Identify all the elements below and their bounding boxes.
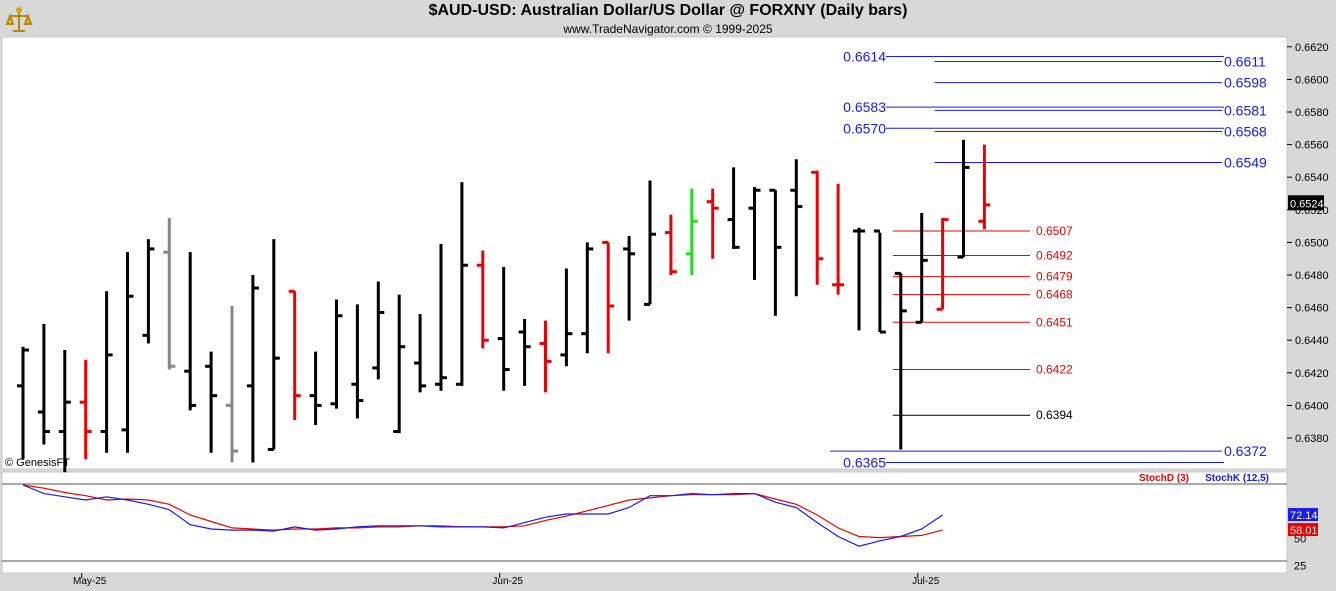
ohlc-bar [915, 213, 928, 324]
stochastic-panel [1, 471, 1288, 574]
ohlc-bar [393, 294, 406, 434]
ohlc-bar [978, 144, 991, 230]
ohlc-bar [581, 242, 594, 354]
stoch-tick-label: 50 [1294, 534, 1306, 546]
ohlc-bar [267, 239, 280, 451]
y-tick-label: 0.6580 [1295, 107, 1329, 119]
stochK-last-box [1288, 508, 1318, 522]
level-label: 0.6598 [1224, 75, 1267, 91]
chart-subtitle: www.TradeNavigator.com © 1999-2025 [563, 22, 773, 36]
chart-title: $AUD-USD: Australian Dollar/US Dollar @ … [428, 2, 908, 19]
ohlc-bar [205, 351, 218, 453]
level-label: 0.6614 [843, 49, 886, 65]
ohlc-bar [853, 227, 865, 331]
y-tick-label: 0.6440 [1295, 335, 1329, 347]
ohlc-bar [936, 217, 949, 311]
stochD-legend: StochD (3) [1139, 473, 1189, 484]
x-tick-label: Jun-25 [492, 576, 523, 587]
level-label: 0.6451 [1036, 315, 1073, 329]
last-price-box [1288, 195, 1324, 211]
x-tick-label: Jul-25 [912, 576, 940, 587]
level-label: 0.6568 [1224, 124, 1267, 140]
level-label: 0.6549 [1224, 155, 1267, 171]
stochK-line [22, 484, 943, 547]
ohlc-bar [873, 229, 886, 334]
ohlc-bar [518, 319, 531, 386]
y-tick-label: 0.6560 [1295, 140, 1329, 152]
ohlc-bar [957, 139, 970, 259]
level-label: 0.6611 [1224, 53, 1266, 69]
ohlc-bar [246, 275, 259, 463]
ohlc-bar [17, 346, 29, 460]
stochK-last-label: 72.14 [1290, 510, 1318, 522]
ohlc-bar [894, 271, 907, 450]
y-tick-label: 0.6420 [1295, 368, 1329, 380]
stochD-last-box [1288, 523, 1318, 537]
ohlc-bar [79, 359, 92, 460]
level-label: 0.6507 [1036, 224, 1073, 238]
ohlc-bar [790, 159, 803, 297]
ohlc-bar [497, 266, 510, 391]
y-tick-label: 0.6620 [1295, 42, 1329, 54]
level-label: 0.6394 [1036, 408, 1073, 422]
stoch-tick-label: 25 [1294, 560, 1306, 572]
ohlc-bar [330, 299, 343, 409]
ohlc-bar [435, 244, 447, 391]
ohlc-bar [414, 314, 427, 393]
ohlc-bar [455, 182, 468, 386]
ohlc-bar [602, 240, 615, 354]
ohlc-bar [664, 214, 677, 276]
ohlc-bar [623, 235, 636, 321]
trade-navigator-logo-icon [5, 7, 33, 32]
ohlc-bar [309, 351, 322, 425]
level-label: 0.6372 [1224, 443, 1267, 459]
ohlc-bar [769, 188, 782, 316]
ohlc-bar [560, 268, 573, 367]
y-tick-label: 0.6540 [1295, 172, 1329, 184]
ohlc-bar [37, 323, 50, 445]
ohlc-bar [226, 305, 238, 463]
y-tick-label: 0.6600 [1295, 74, 1329, 86]
ohlc-bar [184, 252, 197, 411]
ohlc-bar [748, 186, 761, 280]
ohlc-bar [288, 289, 301, 421]
ohlc-bar [163, 217, 176, 370]
ohlc-bar [121, 252, 134, 453]
stochD-last-label: 58.01 [1290, 525, 1318, 537]
y-tick-label: 0.6500 [1295, 237, 1329, 249]
ohlc-bar [351, 304, 364, 419]
ohlc-bar [142, 239, 155, 344]
ohlc-bar [727, 167, 740, 249]
ohlc-bar [372, 281, 385, 380]
ohlc-bar [58, 349, 71, 473]
x-tick-label: May-25 [73, 576, 107, 587]
ohlc-bar [832, 183, 845, 295]
y-tick-label: 0.6460 [1295, 303, 1329, 315]
ohlc-bar [811, 170, 824, 285]
ohlc-bar [685, 188, 698, 276]
level-label: 0.6492 [1036, 248, 1073, 262]
ohlc-bar [100, 291, 113, 453]
level-label: 0.6479 [1036, 270, 1073, 284]
ohlc-bar [706, 188, 719, 259]
watermark: © GenesisFT [5, 457, 70, 469]
stochK-legend: StochK (12,5) [1205, 473, 1269, 484]
y-tick-label: 0.6400 [1295, 400, 1329, 412]
level-label: 0.6570 [843, 120, 886, 136]
last-price-label: 0.6524 [1290, 198, 1324, 210]
level-label: 0.6365 [843, 454, 886, 470]
ohlc-bar [539, 320, 552, 393]
level-label: 0.6581 [1224, 102, 1267, 118]
level-label: 0.6422 [1036, 363, 1073, 377]
ohlc-bar [476, 250, 489, 349]
y-tick-label: 0.6380 [1295, 433, 1329, 445]
level-label: 0.6468 [1036, 288, 1073, 302]
ohlc-bar [644, 180, 656, 306]
y-tick-label: 0.6480 [1295, 270, 1329, 282]
level-label: 0.6583 [843, 99, 886, 115]
